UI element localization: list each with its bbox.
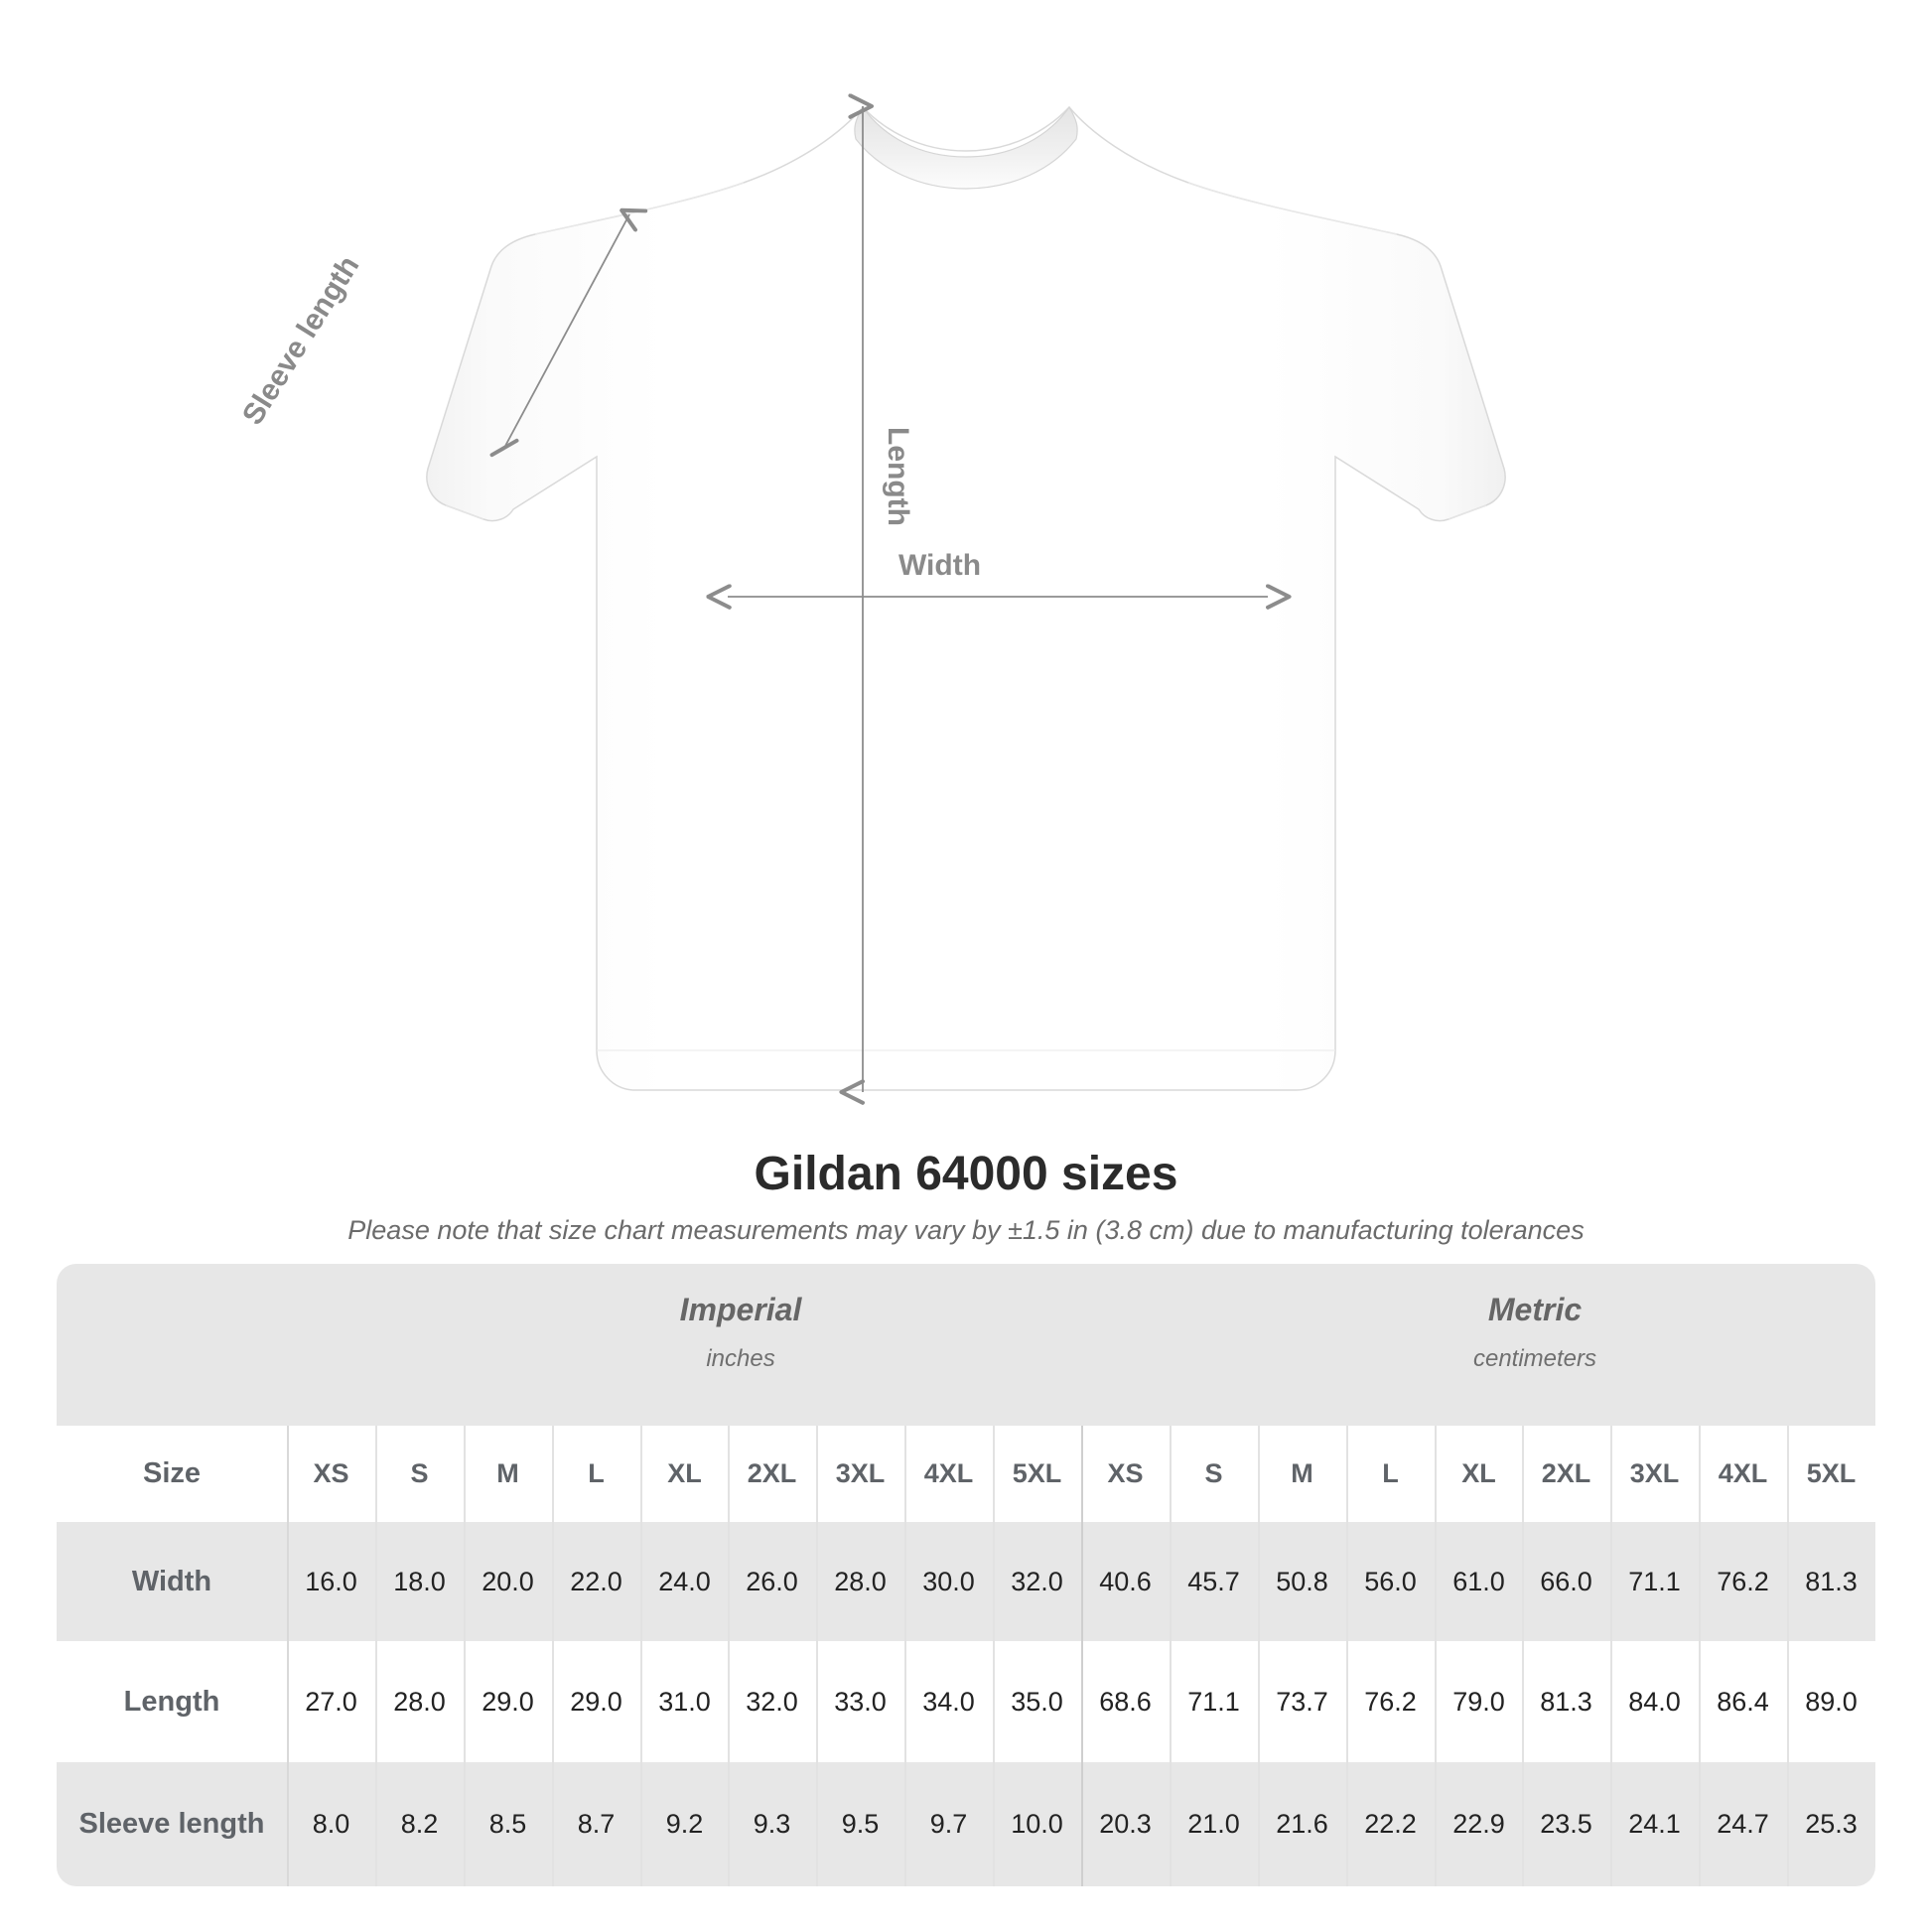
svg-text:Width: Width (898, 549, 981, 582)
svg-text:Sleeve length: Sleeve length (236, 250, 365, 431)
svg-text:Length: Length (882, 427, 914, 526)
